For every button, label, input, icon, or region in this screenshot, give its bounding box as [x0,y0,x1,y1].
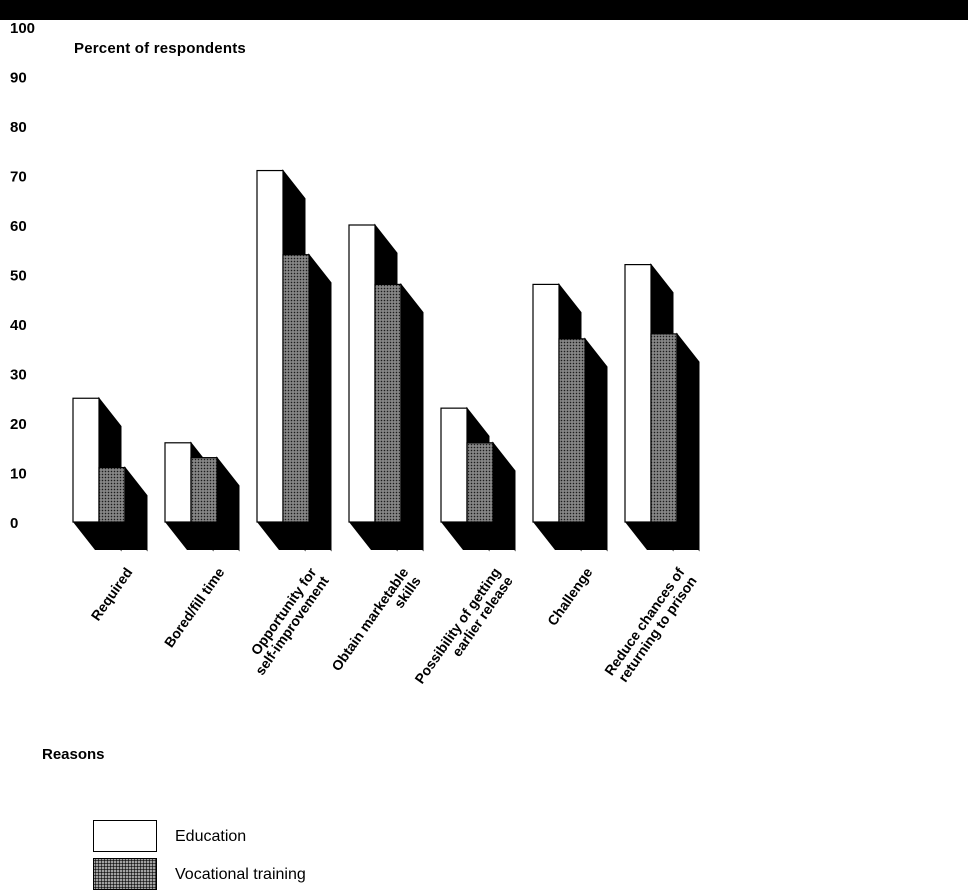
y-tick-label: 70 [10,169,27,186]
y-axis-ticks: 0 10 20 30 40 50 60 70 80 90 100 [10,20,35,532]
legend-label-vocational: Vocational training [175,866,306,883]
x-tick-label: Required [88,565,136,624]
education-bar [72,397,100,523]
education-bar [532,283,560,523]
top-rule [0,0,968,20]
x-axis-title: Reasons [42,746,105,763]
vocational-bar [282,254,310,523]
x-tick-label-line: Required [88,565,136,624]
vocational-bar [190,457,218,523]
bars-layer [72,169,700,552]
y-tick-label: 50 [10,268,27,285]
education-bar [164,442,192,523]
vocational-bar [466,442,494,523]
y-tick-label: 30 [10,367,27,384]
x-tick-label-line: Obtain marketable [328,564,411,673]
y-tick-label: 90 [10,70,27,87]
vocational-bar [374,283,402,523]
y-tick-label: 60 [10,218,27,235]
y-axis-label: Percent of respondents [74,40,246,57]
education-bar [440,407,468,523]
x-tick-label-line: Bored/fill time [161,564,228,650]
vocational-bar [650,333,678,523]
legend-item-vocational: Vocational training [93,858,393,894]
x-tick-label: Reduce chances ofreturning to prison [601,564,700,687]
x-tick-label: Possibility of gettingearlier release [411,564,515,695]
y-tick-label: 80 [10,119,27,136]
education-bar [624,264,652,523]
y-tick-label: 40 [10,317,27,334]
vocational-bar-side [400,282,424,552]
vocational-bar [98,466,126,523]
y-tick-label: 100 [10,20,35,37]
vocational-bar-side [308,253,332,552]
legend-label-education: Education [175,828,247,845]
x-tick-label: Challenge [544,564,596,628]
legend-item-education: Education [93,820,393,856]
x-tick-label: Bored/fill time [161,564,228,650]
education-bar [256,169,284,523]
legend-swatch-education [93,820,157,852]
legend-swatch-vocational [93,858,157,890]
vocational-bar-side [676,332,700,552]
vocational-bar [558,338,586,523]
x-tick-label: Opportunity forself-improvement [239,564,332,678]
x-axis-ticks: Required Bored/fill time Opportunity forse… [88,564,700,695]
y-tick-label: 10 [10,466,27,483]
x-tick-label: Obtain marketableskills [328,564,424,682]
y-tick-label: 20 [10,416,27,433]
x-tick-label-line: Possibility of getting [411,565,503,687]
vocational-bar-side [584,337,608,552]
y-tick-label: 0 [10,515,18,532]
x-tick-label-line: Challenge [544,564,596,628]
education-bar [348,224,376,523]
